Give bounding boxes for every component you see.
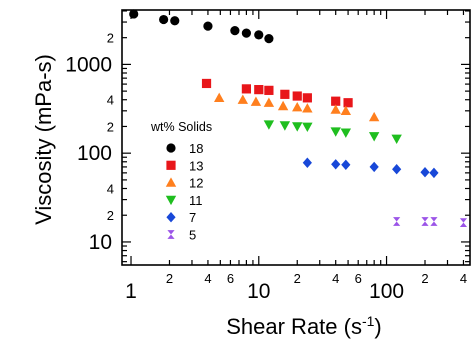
data-point <box>340 105 352 116</box>
legend-label: 12 <box>189 176 203 191</box>
data-point <box>264 85 274 95</box>
data-point <box>302 122 313 133</box>
axis-ticks <box>122 10 470 265</box>
legend-marker <box>167 230 175 239</box>
y-minor-tick-label: 4 <box>107 93 114 108</box>
data-point <box>430 217 438 226</box>
x-axis-label-text: Shear Rate (s <box>226 314 362 339</box>
legend-label: 11 <box>189 193 203 208</box>
legend: wt% Solids 18 13 12 11 7 5 <box>150 120 212 243</box>
data-point <box>203 21 213 31</box>
data-point <box>250 96 262 106</box>
x-axis-label-exponent: -1 <box>362 313 375 329</box>
x-major-tick-label: 10 <box>247 280 270 303</box>
legend-marker <box>165 195 177 206</box>
plot-frame <box>121 9 471 266</box>
data-point <box>159 14 169 25</box>
series-18 <box>129 9 274 44</box>
data-point <box>330 104 341 114</box>
data-point <box>393 217 401 226</box>
data-point <box>302 103 313 113</box>
legend-marker <box>165 177 177 187</box>
data-point <box>292 91 302 101</box>
data-point <box>213 92 225 103</box>
y-major-tick-label: 10 <box>89 231 112 254</box>
series-5 <box>393 217 468 228</box>
data-point <box>230 26 240 36</box>
legend-marker <box>166 143 176 153</box>
legend-title: wt% Solids <box>150 120 212 134</box>
legend-marker <box>166 212 176 223</box>
x-minor-tick-label: 2 <box>166 271 173 286</box>
x-minor-tick-label: 4 <box>332 271 339 286</box>
x-minor-tick-label: 4 <box>460 271 467 286</box>
data-point <box>302 93 312 103</box>
data-point <box>280 89 290 99</box>
x-axis-label-close: ) <box>374 314 381 339</box>
series-13 <box>201 78 353 108</box>
x-major-tick-label: 1 <box>125 280 137 303</box>
data-point <box>302 157 312 168</box>
data-point <box>237 94 249 104</box>
data-point <box>368 132 380 142</box>
data-point <box>263 97 275 107</box>
y-major-tick-label: 1000 <box>65 53 112 76</box>
y-minor-tick-label: 4 <box>107 182 114 197</box>
data-point <box>241 84 251 94</box>
legend-marker <box>166 160 176 170</box>
legend-label: 13 <box>189 158 203 173</box>
data-point <box>459 218 468 228</box>
data-point <box>170 16 180 26</box>
series-12 <box>213 92 380 122</box>
x-minor-tick-label: 2 <box>421 271 428 286</box>
legend-label: 18 <box>189 141 203 156</box>
data-point <box>331 96 341 106</box>
data-point <box>254 30 264 40</box>
x-minor-tick-label: 6 <box>355 271 362 286</box>
data-point <box>330 127 341 137</box>
legend-label: 7 <box>189 210 196 225</box>
data-point <box>429 167 439 179</box>
data-point <box>241 28 251 38</box>
tick-labels: 1 10 100 2 4 6 2 4 6 2 4 10 100 1000 2 4 2 4 2 <box>65 31 467 303</box>
data-point <box>340 128 352 138</box>
data-point <box>392 163 402 175</box>
data-point <box>264 34 274 44</box>
data-point <box>331 159 341 170</box>
y-minor-tick-label: 2 <box>107 208 114 223</box>
data-point <box>420 167 430 178</box>
data-point <box>277 100 289 111</box>
data-point <box>292 122 303 132</box>
data-point <box>129 9 139 19</box>
x-minor-tick-label: 4 <box>204 271 211 286</box>
x-minor-tick-label: 2 <box>294 271 301 286</box>
x-minor-tick-label: 6 <box>227 271 234 286</box>
y-axis-label: Viscosity (mPa-s) <box>31 54 56 225</box>
data-points <box>129 9 468 228</box>
data-point <box>343 98 353 108</box>
series-11 <box>263 120 402 145</box>
y-minor-tick-label: 2 <box>107 31 114 46</box>
y-major-tick-label: 100 <box>77 142 112 165</box>
x-axis-label: Shear Rate (s-1) <box>226 313 382 339</box>
data-point <box>263 120 275 130</box>
data-point <box>369 161 379 173</box>
y-minor-tick-label: 2 <box>107 119 114 134</box>
data-point <box>254 85 264 95</box>
data-point <box>368 111 380 122</box>
x-major-tick-label: 100 <box>369 280 404 303</box>
legend-label: 5 <box>189 228 196 243</box>
data-point <box>421 217 429 226</box>
data-point <box>341 159 351 170</box>
data-point <box>279 121 291 131</box>
data-point <box>391 134 402 145</box>
data-point <box>292 101 303 112</box>
data-point <box>201 78 212 89</box>
series-7 <box>302 157 439 179</box>
